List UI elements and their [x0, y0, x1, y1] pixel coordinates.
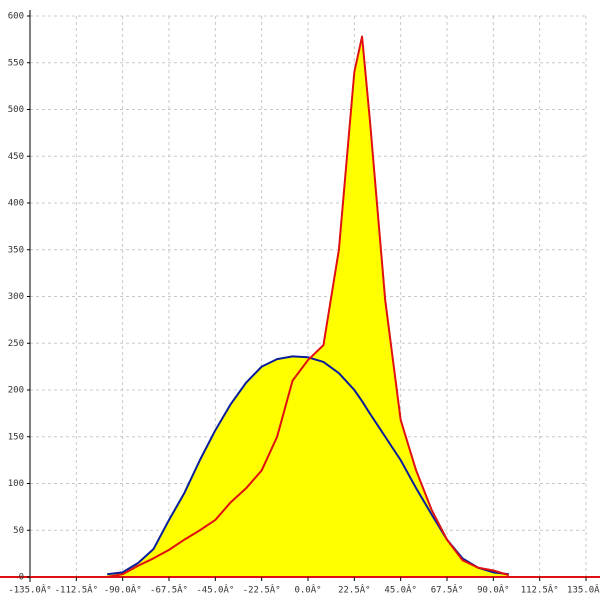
x-tick-label: 135.0Â° — [567, 584, 600, 596]
x-tick-label: -90.0Â° — [104, 584, 142, 596]
y-tick-label: 300 — [8, 292, 24, 302]
x-tick-label: 0.0Â° — [294, 584, 321, 596]
series-line — [107, 35, 510, 578]
y-tick-label: 450 — [8, 152, 24, 162]
y-tick-label: 500 — [8, 105, 24, 115]
x-tick-label: 67.5Â° — [431, 584, 464, 596]
x-tick-label: -45.0Â° — [196, 584, 234, 596]
y-tick-label: 100 — [8, 479, 24, 489]
x-tick-label: -22.5Â° — [243, 584, 281, 596]
series-line — [107, 355, 509, 576]
lines — [107, 35, 510, 578]
area-fill — [107, 36, 509, 577]
x-tick-label: 45.0Â° — [384, 584, 417, 596]
x-tick-label: -112.5Â° — [55, 584, 98, 596]
y-tick-label: 150 — [8, 432, 24, 442]
y-tick-label: 200 — [8, 386, 24, 396]
y-tick-label: 550 — [8, 58, 24, 68]
y-tick-label: 0 — [19, 573, 24, 583]
y-tick-label: 250 — [8, 339, 24, 349]
y-tick-label: 350 — [8, 245, 24, 255]
x-tick-label: -67.5Â° — [150, 584, 188, 596]
x-tick-label: -135.0Â° — [8, 584, 51, 596]
y-tick-label: 600 — [8, 12, 24, 22]
y-tick-label: 50 — [13, 526, 24, 536]
y-tick-label: 400 — [8, 199, 24, 209]
x-tick-label: 112.5Â° — [521, 584, 559, 596]
x-tick-label: 22.5Â° — [338, 584, 371, 596]
x-tick-label: 90.0Â° — [477, 584, 510, 596]
labels: 0 50 100 150 200 250 300 350 400 450 500 550 600 -135… — [8, 12, 600, 596]
areas — [107, 36, 509, 577]
